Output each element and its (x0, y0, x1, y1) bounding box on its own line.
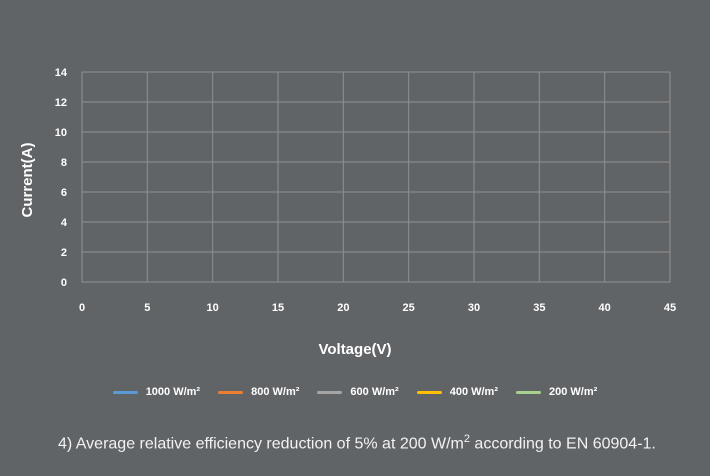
legend-swatch-200 (516, 390, 541, 394)
y-tick-label: 12 (55, 97, 67, 109)
footnote-text: 4) Average relative efficiency reduction… (58, 435, 464, 453)
x-tick-label: 10 (207, 302, 219, 314)
legend-item-600: 600 W/m² (317, 386, 399, 398)
iv-curve-chart: 0 2 4 6 8 10 12 14 0 5 10 15 20 25 30 35 40 45 Voltage(V… (19, 67, 676, 358)
legend-item-1000: 1000 W/m² (112, 386, 201, 398)
y-tick-label: 6 (61, 187, 67, 199)
x-tick-label: 5 (144, 302, 150, 314)
legend-swatch-800 (218, 390, 244, 394)
x-tick-label: 35 (533, 302, 545, 314)
x-tick-labels: 0 5 10 15 20 25 30 35 40 45 (79, 302, 676, 314)
y-tick-label: 8 (61, 157, 67, 169)
legend-label-200: 200 W/m² (549, 386, 598, 398)
grid-lines (81, 71, 671, 283)
legend-swatch-600 (317, 390, 343, 394)
x-tick-label: 45 (664, 302, 676, 314)
plot-area (81, 71, 671, 283)
legend-label-800: 800 W/m² (251, 386, 300, 398)
legend-label-600: 600 W/m² (350, 386, 399, 398)
x-tick-label: 20 (337, 302, 349, 314)
y-tick-label: 14 (55, 67, 68, 79)
legend-item-800: 800 W/m² (218, 386, 299, 398)
y-tick-label: 0 (61, 277, 67, 289)
legend-swatch-400 (416, 390, 442, 394)
y-tick-label: 2 (61, 247, 67, 259)
chart-legend: 1000 W/m² 800 W/m² 600 W/m² 400 W/m² 200… (0, 386, 710, 398)
y-tick-label: 4 (61, 217, 68, 229)
footnote-text-end: according to EN 60904-1. (469, 435, 656, 453)
y-axis-title: Current(A) (19, 143, 36, 218)
x-tick-label: 0 (79, 302, 85, 314)
x-tick-label: 15 (272, 302, 284, 314)
x-tick-label: 25 (403, 302, 415, 314)
y-tick-labels: 0 2 4 6 8 10 12 14 (55, 67, 68, 289)
legend-label-1000: 1000 W/m² (145, 386, 201, 398)
x-tick-label: 40 (599, 302, 611, 314)
legend-item-400: 400 W/m² (416, 386, 498, 398)
legend-label-400: 400 W/m² (449, 386, 498, 398)
legend-item-200: 200 W/m² (516, 386, 597, 398)
footnote-superscript: 2 (463, 433, 470, 445)
y-tick-label: 10 (55, 127, 67, 139)
legend-swatch-1000 (112, 390, 138, 394)
x-tick-label: 30 (468, 302, 480, 314)
x-axis-title: Voltage(V) (318, 341, 391, 358)
footnote: 4) Average relative efficiency reduction… (58, 433, 656, 453)
